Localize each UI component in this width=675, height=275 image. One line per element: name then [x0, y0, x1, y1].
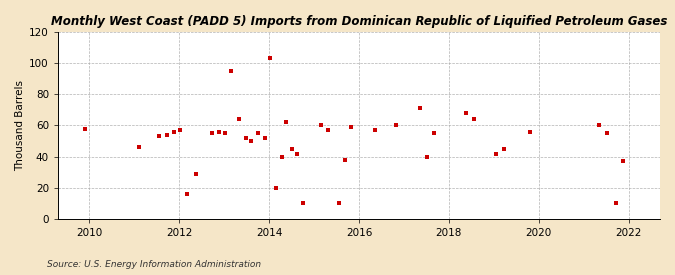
- Point: [213, 130, 224, 134]
- Point: [252, 131, 263, 136]
- Point: [524, 130, 535, 134]
- Point: [292, 151, 302, 156]
- Point: [286, 147, 297, 151]
- Point: [429, 131, 440, 136]
- Point: [491, 151, 502, 156]
- Point: [80, 126, 90, 131]
- Point: [191, 172, 202, 176]
- Point: [322, 128, 333, 132]
- Point: [594, 123, 605, 128]
- Point: [281, 120, 292, 125]
- Point: [246, 139, 256, 143]
- Point: [233, 117, 244, 122]
- Point: [315, 123, 326, 128]
- Point: [498, 147, 509, 151]
- Point: [618, 159, 628, 164]
- Point: [390, 123, 401, 128]
- Point: [259, 136, 270, 140]
- Point: [298, 201, 308, 206]
- Title: Monthly West Coast (PADD 5) Imports from Dominican Republic of Liquified Petrole: Monthly West Coast (PADD 5) Imports from…: [51, 15, 667, 28]
- Point: [175, 128, 186, 132]
- Point: [182, 192, 193, 196]
- Point: [161, 133, 172, 137]
- Point: [154, 134, 165, 139]
- Point: [219, 131, 230, 136]
- Point: [134, 145, 144, 150]
- Point: [611, 201, 622, 206]
- Point: [601, 131, 612, 136]
- Point: [169, 130, 180, 134]
- Point: [206, 131, 217, 136]
- Point: [240, 136, 251, 140]
- Text: Source: U.S. Energy Information Administration: Source: U.S. Energy Information Administ…: [47, 260, 261, 269]
- Point: [271, 186, 281, 190]
- Point: [460, 111, 471, 115]
- Point: [422, 155, 433, 159]
- Point: [346, 125, 356, 129]
- Point: [468, 117, 479, 122]
- Point: [265, 56, 275, 61]
- Point: [225, 69, 236, 73]
- Y-axis label: Thousand Barrels: Thousand Barrels: [15, 80, 25, 171]
- Point: [276, 155, 287, 159]
- Point: [340, 158, 350, 162]
- Point: [369, 128, 380, 132]
- Point: [414, 106, 425, 111]
- Point: [333, 201, 344, 206]
